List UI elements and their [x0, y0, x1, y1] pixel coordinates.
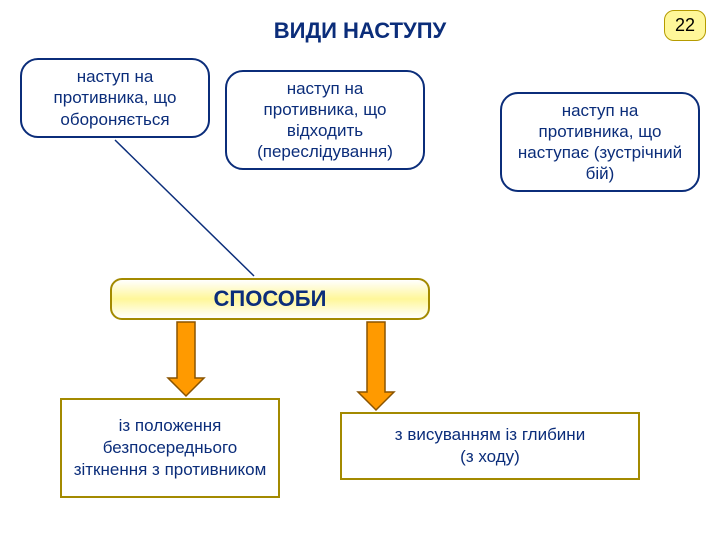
page-title: ВИДИ НАСТУПУ — [0, 18, 720, 44]
node-retreating-enemy: наступ на противника, що відходить (пере… — [225, 70, 425, 170]
arrow-down-2 — [358, 322, 394, 410]
node-advancing-enemy: наступ на противника, що наступає (зустр… — [500, 92, 700, 192]
methods-label: СПОСОБИ — [110, 278, 430, 320]
node-defending-enemy: наступ на противника, що обороняється — [20, 58, 210, 138]
method-from-depth: з висуванням із глибини (з ходу) — [340, 412, 640, 480]
arrow-down-1 — [168, 322, 204, 396]
method-direct-contact: із положення безпосереднього зіткнення з… — [60, 398, 280, 498]
